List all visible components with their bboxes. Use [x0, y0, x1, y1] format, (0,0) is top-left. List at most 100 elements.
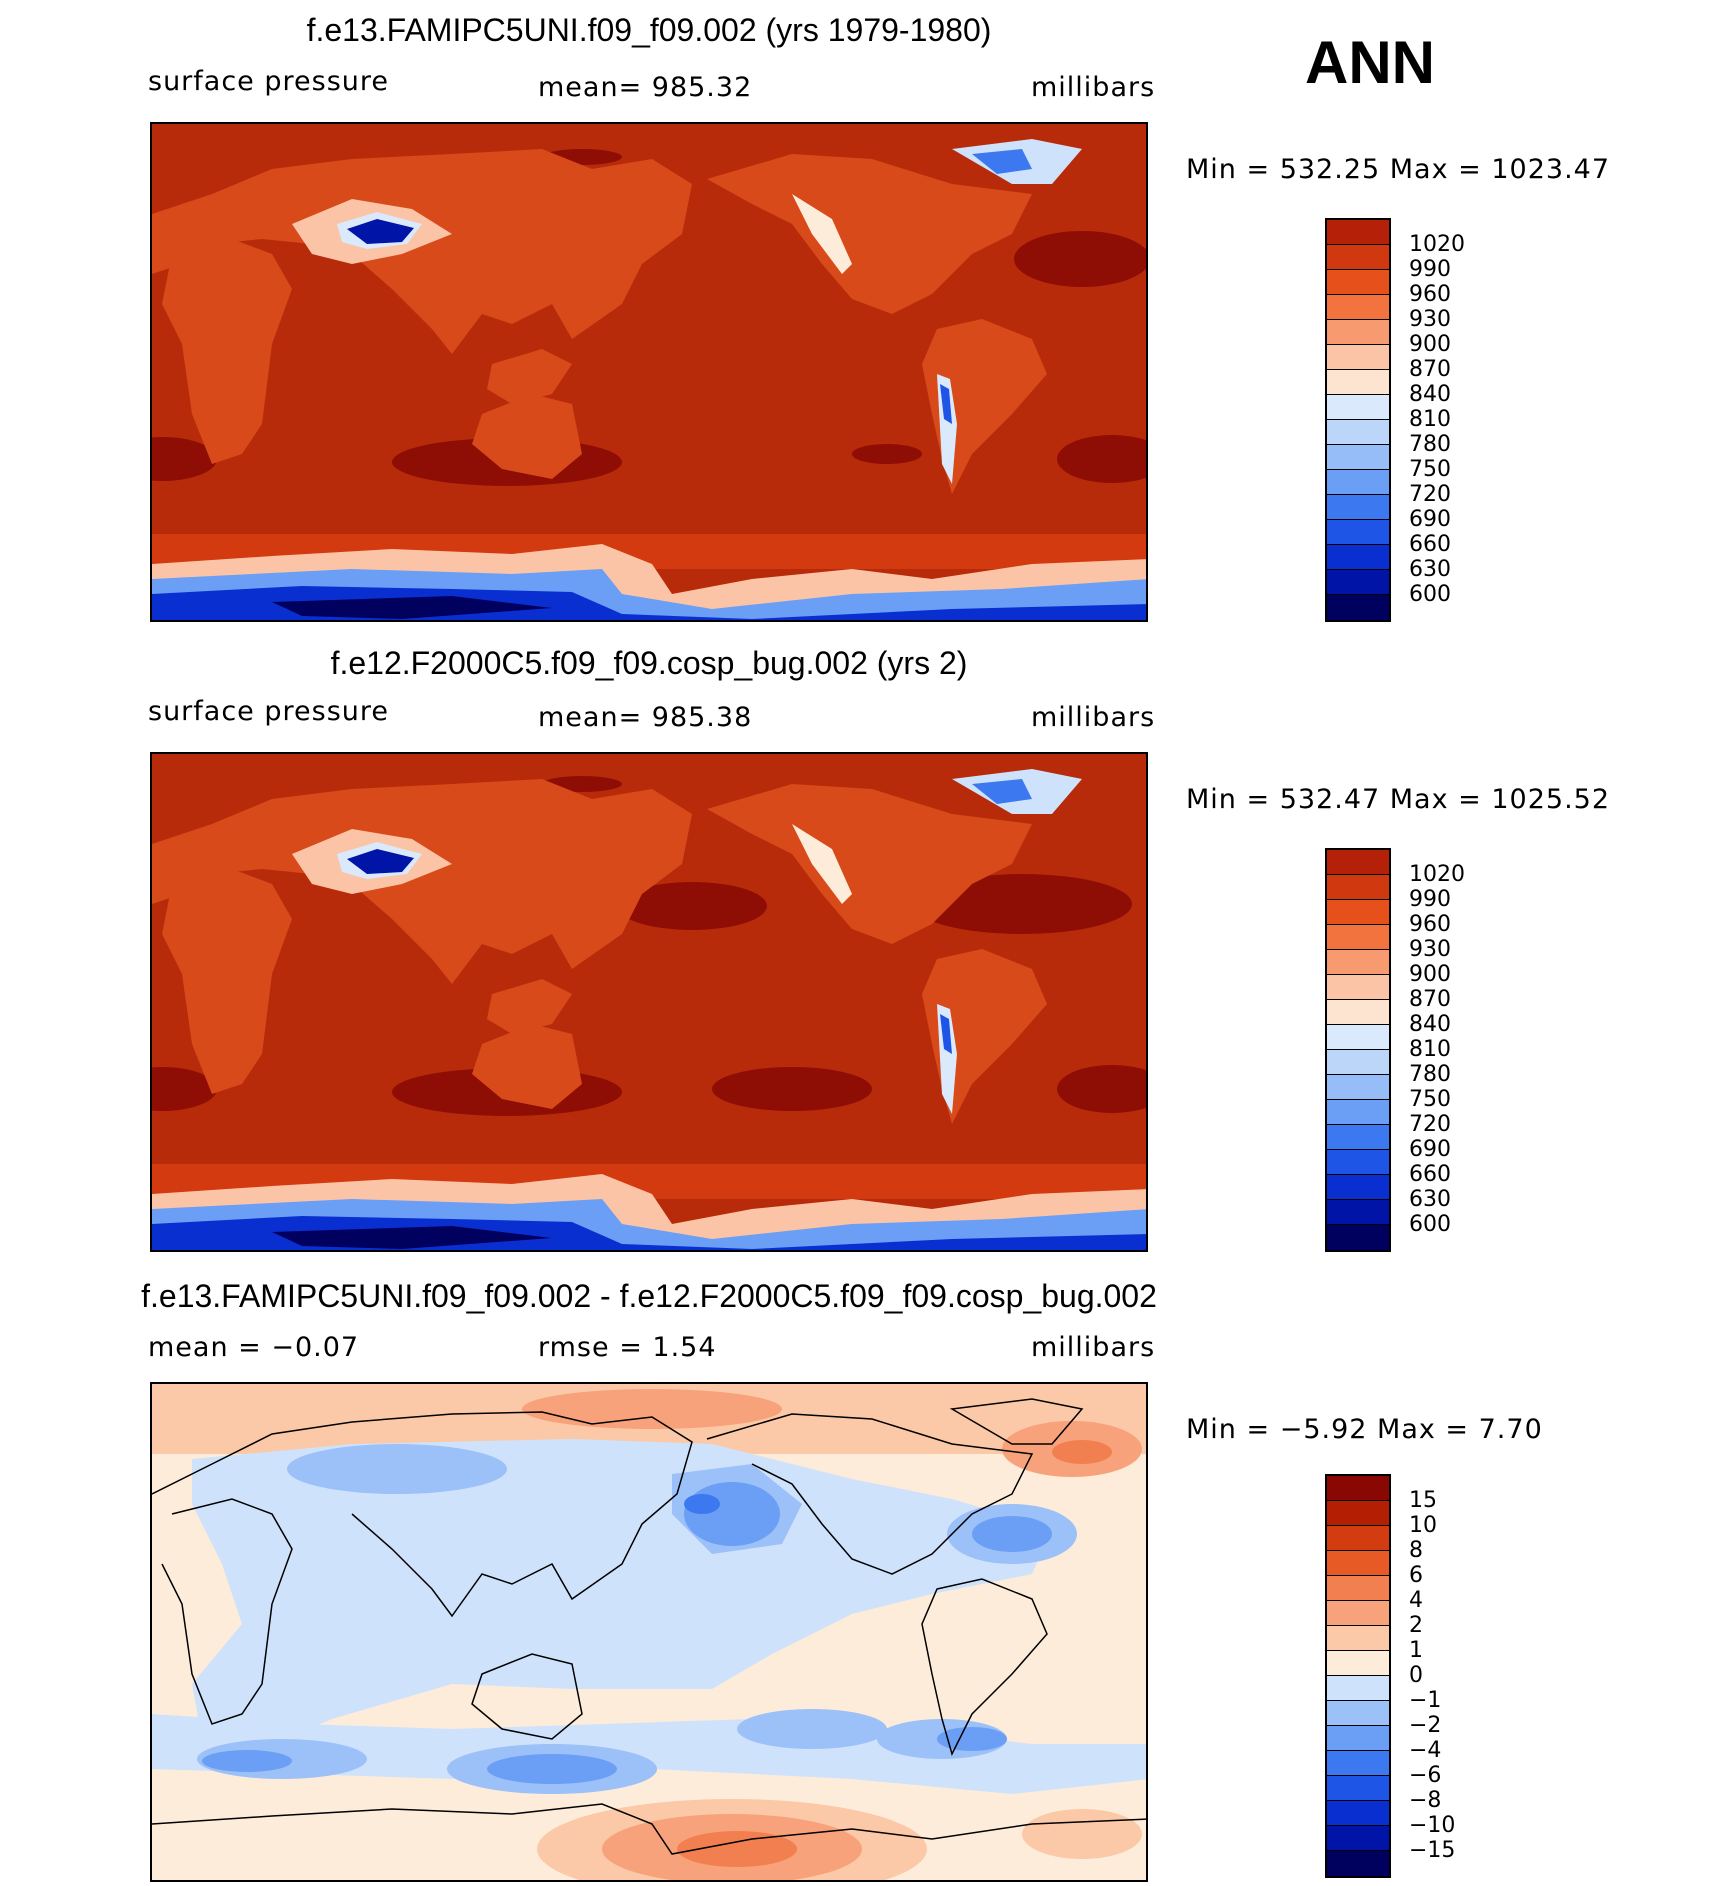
panel2-colorbar	[1325, 848, 1391, 1252]
colorbar-swatch	[1327, 1551, 1389, 1576]
colorbar-label: 990	[1409, 887, 1451, 912]
antarctica-plateau-core	[272, 596, 552, 619]
colorbar-label: 2	[1409, 1613, 1423, 1638]
colorbar-swatch	[1327, 950, 1389, 975]
colorbar-label: 870	[1409, 357, 1451, 382]
colorbar-label: 1	[1409, 1638, 1423, 1663]
colorbar-swatch	[1327, 420, 1389, 445]
colorbar-label: 780	[1409, 1062, 1451, 1087]
colorbar-label: 930	[1409, 307, 1451, 332]
greenland-icesheet-core	[972, 149, 1032, 174]
season-label: ANN	[1305, 29, 1435, 96]
colorbar-label: 960	[1409, 282, 1451, 307]
panel2-units-label: millibars	[1031, 702, 1156, 733]
colorbar-swatch	[1327, 1851, 1389, 1876]
colorbar-label: 4	[1409, 1588, 1423, 1613]
antarctica-plateau-core	[272, 1226, 552, 1249]
colorbar-swatch	[1327, 595, 1389, 620]
colorbar-swatch	[1327, 900, 1389, 925]
panel1-map	[150, 122, 1148, 622]
africa-landmass	[162, 869, 292, 1094]
high-pressure-cell	[617, 882, 767, 930]
colorbar-swatch	[1327, 545, 1389, 570]
panel1-colorbar	[1325, 218, 1391, 622]
panel3-minmax: Min = −5.92 Max = 7.70	[1186, 1414, 1543, 1445]
colorbar-label: 630	[1409, 1187, 1451, 1212]
colorbar-label: 720	[1409, 482, 1451, 507]
colorbar-label: 870	[1409, 987, 1451, 1012]
panel2-minmax: Min = 532.47 Max = 1025.52	[1186, 784, 1611, 815]
maritime-continent	[487, 349, 572, 404]
colorbar-swatch	[1327, 395, 1389, 420]
colorbar-label: 6	[1409, 1563, 1423, 1588]
panel2-mean-label: mean= 985.38	[538, 702, 753, 733]
colorbar-label: 720	[1409, 1112, 1451, 1137]
negative-anomaly	[287, 1444, 507, 1494]
colorbar-swatch	[1327, 370, 1389, 395]
negative-anomaly-core	[202, 1750, 292, 1772]
maritime-continent	[487, 979, 572, 1034]
colorbar-swatch	[1327, 1526, 1389, 1551]
colorbar-label: 780	[1409, 432, 1451, 457]
colorbar-label: 900	[1409, 332, 1451, 357]
colorbar-swatch	[1327, 1676, 1389, 1701]
north-america-landmass	[707, 784, 1032, 944]
tibet-plateau	[347, 849, 414, 874]
panel2-title: f.e12.F2000C5.f09_f09.cosp_bug.002 (yrs …	[330, 645, 968, 681]
colorbar-swatch	[1327, 1150, 1389, 1175]
colorbar-swatch	[1327, 1726, 1389, 1751]
colorbar-label: 10	[1409, 1513, 1437, 1538]
colorbar-label: 0	[1409, 1663, 1423, 1688]
andes-core	[940, 384, 952, 424]
negative-anomaly-core	[972, 1516, 1052, 1552]
colorbar-swatch	[1327, 1576, 1389, 1601]
colorbar-swatch	[1327, 320, 1389, 345]
tibet-plateau	[347, 219, 414, 244]
colorbar-swatch	[1327, 270, 1389, 295]
colorbar-swatch	[1327, 1225, 1389, 1250]
colorbar-label: 840	[1409, 382, 1451, 407]
colorbar-swatch	[1327, 570, 1389, 595]
panel1-minmax: Min = 532.25 Max = 1023.47	[1186, 154, 1611, 185]
australia-landmass	[472, 394, 582, 479]
andes-core	[940, 1014, 952, 1054]
colorbar-swatch	[1327, 1626, 1389, 1651]
high-pressure-cell	[712, 1067, 872, 1111]
panel3-map	[150, 1382, 1148, 1882]
colorbar-label: 930	[1409, 937, 1451, 962]
colorbar-swatch	[1327, 1125, 1389, 1150]
colorbar-swatch	[1327, 925, 1389, 950]
colorbar-label: −15	[1409, 1838, 1456, 1863]
high-pressure-cell	[152, 437, 217, 481]
colorbar-label: 810	[1409, 407, 1451, 432]
eurasia-landmass	[152, 779, 692, 984]
colorbar-swatch	[1327, 1601, 1389, 1626]
panel1-title: f.e13.FAMIPC5UNI.f09_f09.002 (yrs 1979-1…	[306, 12, 992, 48]
colorbar-swatch	[1327, 975, 1389, 1000]
colorbar-swatch	[1327, 1175, 1389, 1200]
colorbar-swatch	[1327, 1751, 1389, 1776]
panel3-colorbar	[1325, 1474, 1391, 1878]
colorbar-swatch	[1327, 1000, 1389, 1025]
panel1-units-label: millibars	[1031, 72, 1156, 103]
panel3-units-label: millibars	[1031, 1332, 1156, 1363]
greenland-icesheet-core	[972, 779, 1032, 804]
positive-anomaly	[1022, 1809, 1142, 1859]
colorbar-label: 8	[1409, 1538, 1423, 1563]
colorbar-label: 600	[1409, 1212, 1451, 1237]
colorbar-label: 690	[1409, 1137, 1451, 1162]
eurasia-landmass	[152, 149, 692, 354]
colorbar-label: 1020	[1409, 232, 1465, 257]
colorbar-label: 750	[1409, 1087, 1451, 1112]
colorbar-label: 660	[1409, 1162, 1451, 1187]
panel2-map	[150, 752, 1148, 1252]
colorbar-swatch	[1327, 445, 1389, 470]
high-pressure-cell	[1057, 435, 1146, 483]
colorbar-swatch	[1327, 520, 1389, 545]
colorbar-label: 630	[1409, 557, 1451, 582]
colorbar-swatch	[1327, 345, 1389, 370]
colorbar-swatch	[1327, 470, 1389, 495]
colorbar-swatch	[1327, 1701, 1389, 1726]
panel3-mean-label: mean = −0.07	[148, 1332, 360, 1363]
negative-anomaly-core	[684, 1482, 780, 1546]
